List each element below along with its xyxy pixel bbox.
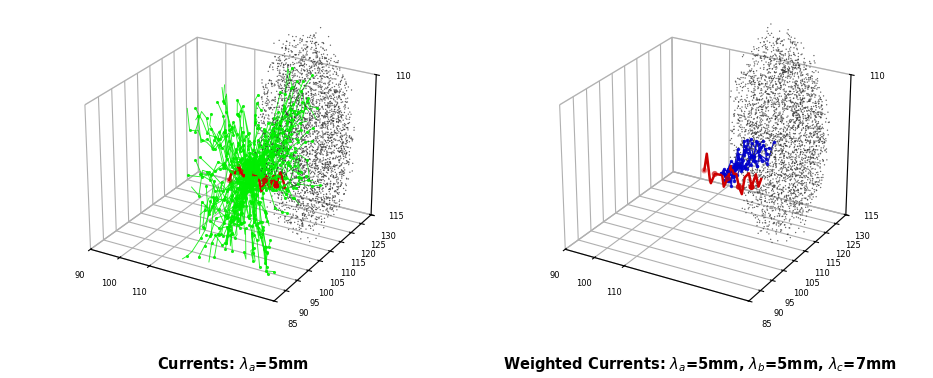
Text: Currents: $\lambda_a$=5mm: Currents: $\lambda_a$=5mm xyxy=(158,356,309,374)
Text: Weighted Currents: $\lambda_a$=5mm, $\lambda_b$=5mm, $\lambda_c$=7mm: Weighted Currents: $\lambda_a$=5mm, $\la… xyxy=(503,355,897,374)
